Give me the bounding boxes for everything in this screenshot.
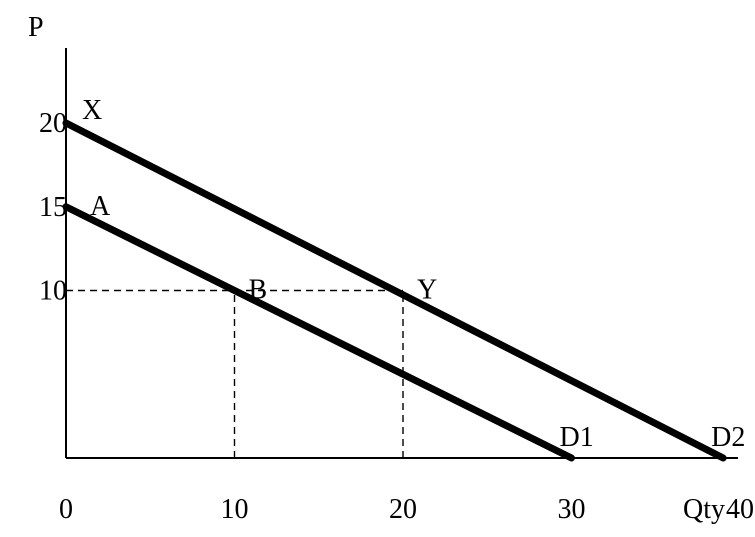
series-label-d1: D1 — [560, 422, 594, 453]
point-label-y: Y — [417, 275, 437, 306]
point-label-b: B — [249, 275, 268, 306]
x-tick-label-20: 20 — [389, 494, 417, 525]
series-label-d2: D2 — [711, 422, 745, 453]
point-label-x: X — [82, 95, 102, 126]
x-tick-label-40: 40 — [726, 494, 754, 525]
demand-curves — [62, 119, 727, 462]
reference-lines — [66, 289, 404, 458]
y-tick-label-20: 20 — [39, 108, 67, 139]
x-tick-label-0: 0 — [59, 494, 73, 525]
demand-curve-d2 — [62, 119, 727, 462]
demand-curve-d1 — [62, 203, 575, 462]
x-axis-label: Qty — [683, 494, 725, 525]
axes — [65, 48, 738, 459]
y-tick-label-15: 15 — [39, 192, 67, 223]
point-label-a: A — [90, 191, 111, 222]
y-tick-label-10: 10 — [39, 276, 67, 307]
x-tick-label-10: 10 — [221, 494, 249, 525]
y-axis-label: P — [28, 12, 44, 43]
x-tick-label-30: 30 — [558, 494, 586, 525]
chart-labels: P Qty D1 D2 0 10 20 30 40 10 15 20 X A B Y — [28, 12, 754, 525]
